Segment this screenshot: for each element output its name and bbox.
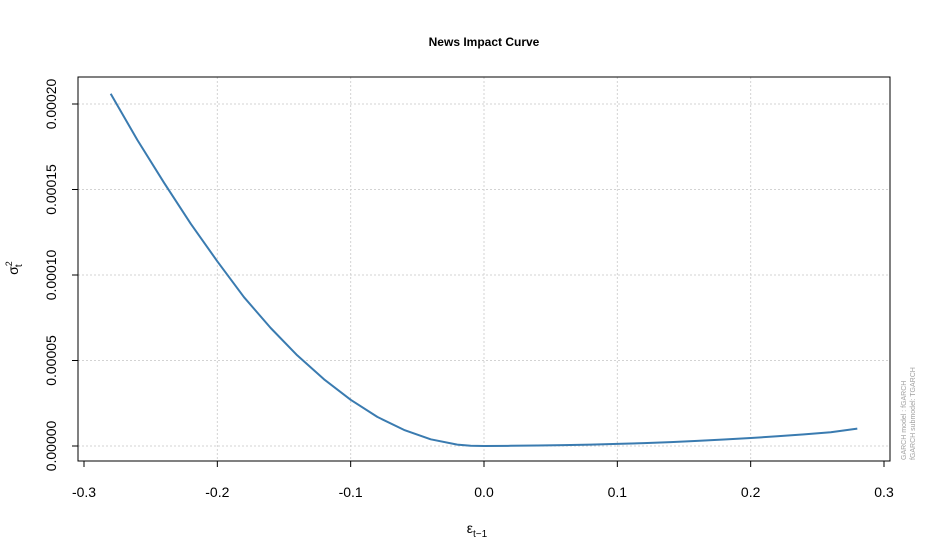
x-tick-label: -0.3 xyxy=(72,484,96,500)
y-tick-label: 0.00005 xyxy=(43,335,59,386)
x-tick-label: -0.2 xyxy=(205,484,229,500)
y-tick-label: 0.00015 xyxy=(43,164,59,215)
grid xyxy=(78,77,890,461)
x-tick-label: -0.1 xyxy=(339,484,363,500)
y-tick-label: 0.00020 xyxy=(43,78,59,129)
series-layer xyxy=(109,93,858,447)
y-tick-label: 0.00000 xyxy=(43,420,59,471)
x-axis-label: εt−1 xyxy=(467,520,488,540)
x-tick-label: 0.2 xyxy=(741,484,761,500)
chart-title: News Impact Curve xyxy=(429,35,540,49)
y-axis-label: σ2t xyxy=(4,261,25,275)
series-line xyxy=(109,93,858,447)
axes: -0.3 -0.2 -0.1 0.0 0.1 0.2 0.3 0.00000 0.00005 0.… xyxy=(43,78,894,500)
x-tick-label: 0.1 xyxy=(608,484,628,500)
y-tick-label: 0.00010 xyxy=(43,249,59,300)
watermark-line-2: fGARCH submodel: TGARCH xyxy=(910,367,917,460)
x-tick-label: 0.3 xyxy=(874,484,894,500)
watermark-line-1: GARCH model : fGARCH xyxy=(901,381,908,460)
x-tick-label: 0.0 xyxy=(474,484,494,500)
